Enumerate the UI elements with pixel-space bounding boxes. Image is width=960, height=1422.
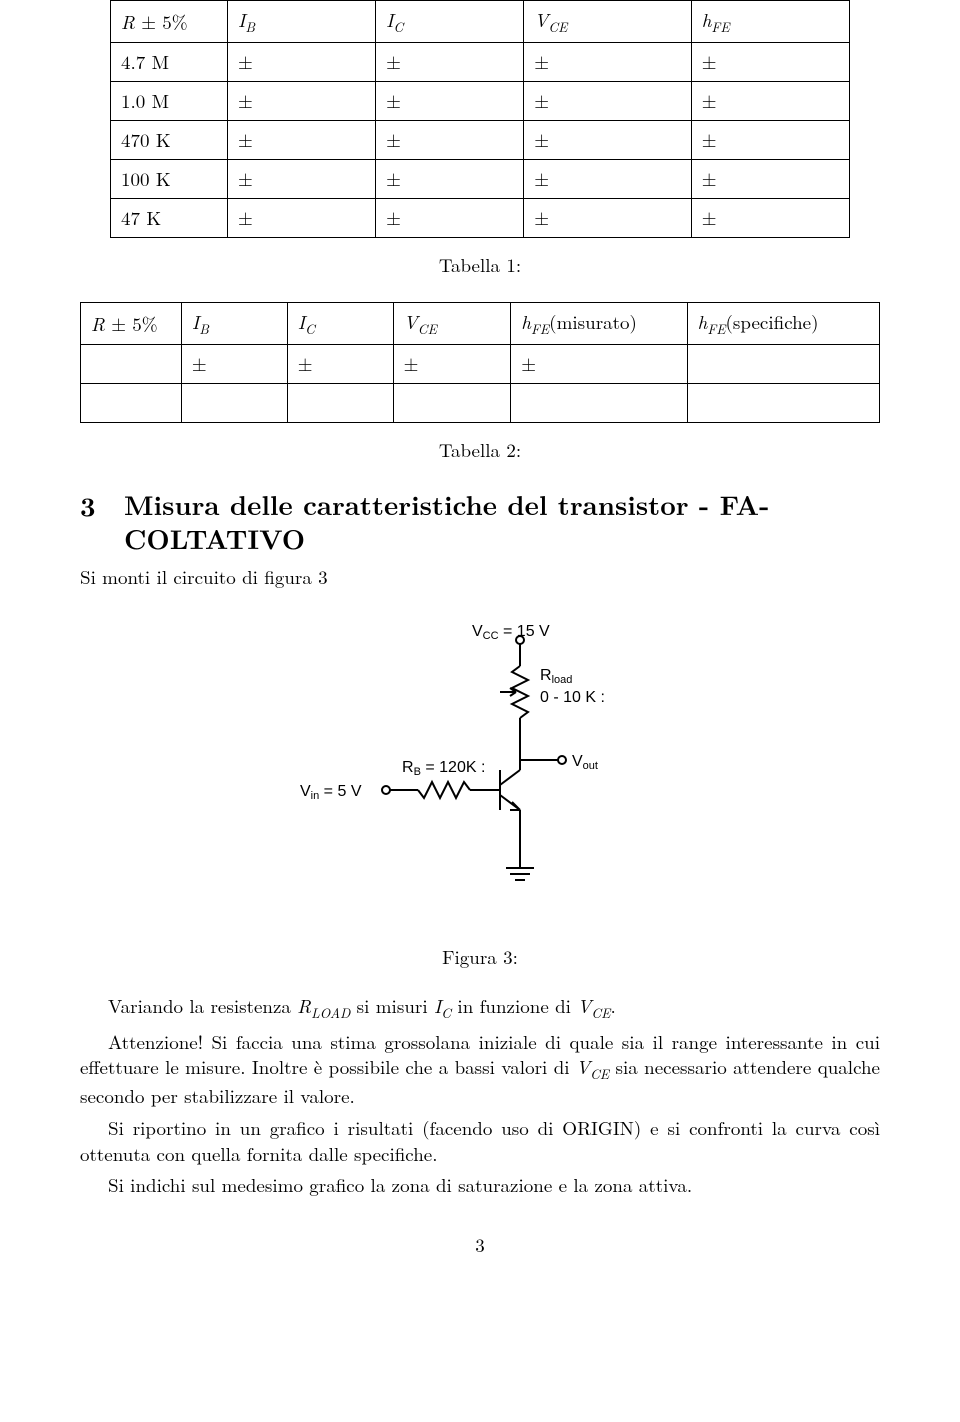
page-number: 3 <box>80 1232 880 1258</box>
cell: 100 K <box>111 160 228 199</box>
table-row: 100 K ± ± ± ± <box>111 160 850 199</box>
table-row: ± ± ± ± <box>81 345 880 384</box>
paragraph-3: Si riportino in un grafico i risultati (… <box>80 1115 880 1166</box>
vin-label: Vin = 5 V <box>300 783 362 802</box>
table-row: R ± 5% IB IC VCE hFE(misurato) hFE(speci… <box>81 302 880 344</box>
cell: ± <box>227 43 375 82</box>
cell <box>687 345 879 384</box>
figure-3: VCC = 15 V Rload 0 - 10 K : RB = 120K : … <box>80 620 880 926</box>
circuit-diagram-icon: VCC = 15 V Rload 0 - 10 K : RB = 120K : … <box>240 620 720 920</box>
table-row <box>81 384 880 423</box>
cell <box>81 345 182 384</box>
cell: 4.7 M <box>111 43 228 82</box>
section-number: 3 <box>80 487 124 523</box>
cell: ± <box>227 160 375 199</box>
cell <box>393 384 511 423</box>
rload-value: 0 - 10 K : <box>540 689 605 706</box>
table-header-hfe-m: hFE(misurato) <box>511 302 687 344</box>
cell: ± <box>376 121 524 160</box>
text: in funzione di <box>451 992 577 1019</box>
paragraph-4: Si indichi sul medesimo grafico la zona … <box>80 1172 880 1198</box>
cell: ± <box>691 160 849 199</box>
table-header-vce: VCE <box>524 1 691 43</box>
intro-text: Si monti il circuito di figura 3 <box>80 564 880 590</box>
cell: 47 K <box>111 199 228 238</box>
table-header-ic: IC <box>287 302 393 344</box>
table-header-vce: VCE <box>393 302 511 344</box>
table-header-ib: IB <box>181 302 287 344</box>
cell: ± <box>227 199 375 238</box>
cell <box>511 384 687 423</box>
rload-label: Rload <box>540 667 572 686</box>
table-row: 470 K ± ± ± ± <box>111 121 850 160</box>
cell: ± <box>511 345 687 384</box>
paragraph-2: Attenzione! Si faccia una stima grossola… <box>80 1029 880 1110</box>
cell: ± <box>376 82 524 121</box>
table-1: R ± 5% IB IC VCE hFE 4.7 M ± ± ± ± 1.0 M… <box>110 0 850 238</box>
cell: 1.0 M <box>111 82 228 121</box>
cell: ± <box>524 121 691 160</box>
table-row: 1.0 M ± ± ± ± <box>111 82 850 121</box>
cell: ± <box>393 345 511 384</box>
text: si misuri <box>350 992 434 1019</box>
table-header-r: R ± 5% <box>111 1 228 43</box>
figure-3-caption: Figura 3: <box>80 944 880 970</box>
cell: ± <box>376 199 524 238</box>
cell: ± <box>227 121 375 160</box>
cell: ± <box>524 199 691 238</box>
table-1-caption: Tabella 1: <box>80 252 880 278</box>
table-row: 4.7 M ± ± ± ± <box>111 43 850 82</box>
table-row: 47 K ± ± ± ± <box>111 199 850 238</box>
paragraph-1: Variando la resistenza RLOAD si misuri I… <box>80 993 880 1022</box>
table-header-hfe: hFE <box>691 1 849 43</box>
cell: ± <box>524 82 691 121</box>
cell: ± <box>376 43 524 82</box>
vcc-label: VCC = 15 V <box>472 623 550 642</box>
section-title-line2: COLTATIVO <box>124 518 305 557</box>
table-header-ic: IC <box>376 1 524 43</box>
section-title: Misura delle caratteristiche del transis… <box>124 487 769 555</box>
cell: ± <box>691 121 849 160</box>
cell: ± <box>524 43 691 82</box>
table-header-r: R ± 5% <box>81 302 182 344</box>
table-2-caption: Tabella 2: <box>80 437 880 463</box>
cell: ± <box>691 82 849 121</box>
cell: 470 K <box>111 121 228 160</box>
cell <box>287 384 393 423</box>
cell: ± <box>287 345 393 384</box>
cell: ± <box>181 345 287 384</box>
rb-label: RB = 120K : <box>402 759 485 778</box>
vout-label: Vout <box>572 753 598 772</box>
text: Variando la resistenza <box>108 992 297 1019</box>
cell <box>687 384 879 423</box>
cell <box>81 384 182 423</box>
text: . <box>610 992 615 1019</box>
cell: ± <box>524 160 691 199</box>
table-header-hfe-s: hFE(specifiche) <box>687 302 879 344</box>
section-heading: 3 Misura delle caratteristiche del trans… <box>80 487 880 555</box>
cell: ± <box>227 82 375 121</box>
cell: ± <box>376 160 524 199</box>
cell <box>181 384 287 423</box>
table-header-ib: IB <box>227 1 375 43</box>
table-row: R ± 5% IB IC VCE hFE <box>111 1 850 43</box>
cell: ± <box>691 199 849 238</box>
cell: ± <box>691 43 849 82</box>
table-2: R ± 5% IB IC VCE hFE(misurato) hFE(speci… <box>80 302 880 423</box>
